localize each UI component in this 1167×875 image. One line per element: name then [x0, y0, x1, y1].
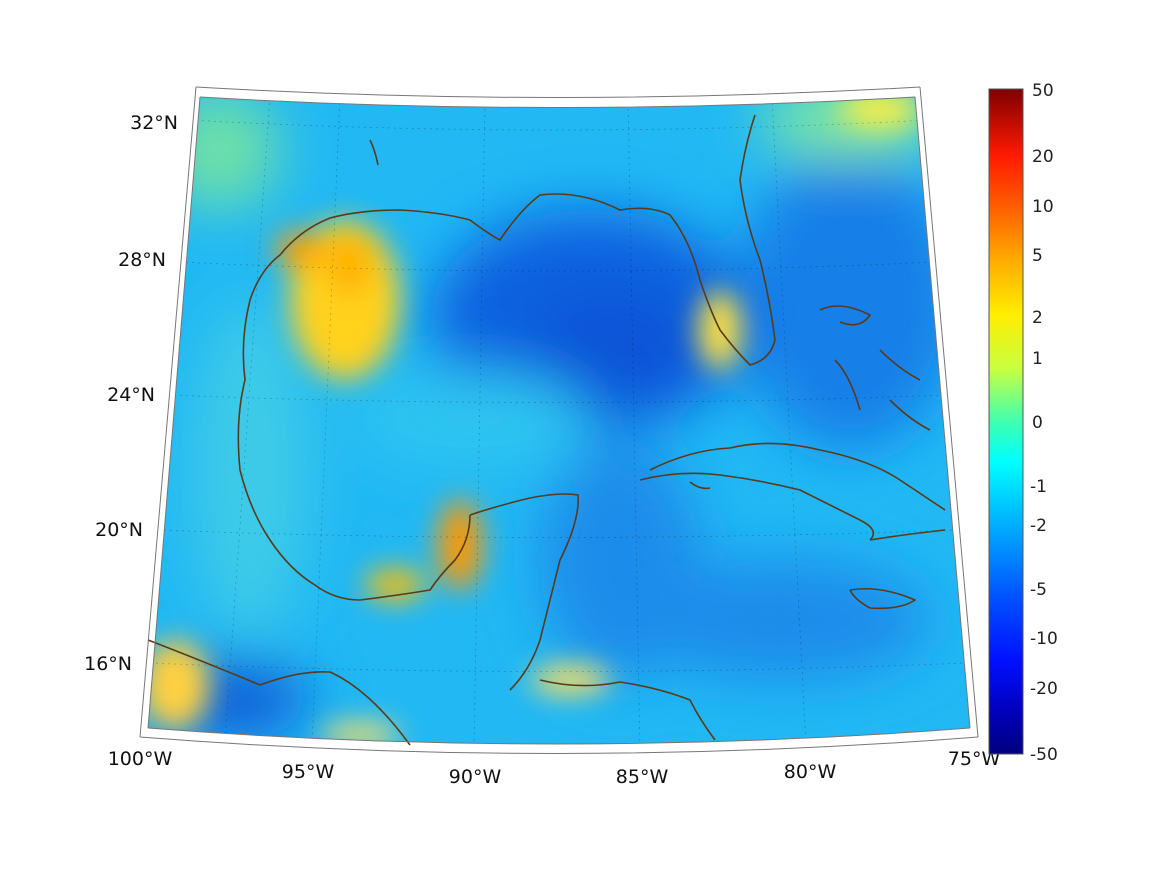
lat-tick-label: 32°N [130, 112, 178, 134]
colorbar: 50 20 10 5 2 1 0 -1 -2 -5 -10 -20 -50 [988, 81, 1058, 765]
lat-tick-label: 20°N [95, 519, 143, 541]
lon-tick-label: 75°W [948, 748, 1001, 770]
colorbar-tick-label: -2 [1030, 516, 1047, 536]
colorbar-tick-label: 50 [1032, 81, 1054, 101]
lon-tick-label: 95°W [282, 761, 335, 783]
colorbar-tick-label: 2 [1032, 308, 1043, 328]
lon-tick-label: 85°W [616, 766, 669, 788]
lon-tick-label: 80°W [784, 761, 837, 783]
colorbar-tick-label: -5 [1030, 580, 1047, 600]
colorbar-tick-label: -10 [1030, 629, 1058, 649]
colorbar-tick-label: 10 [1032, 197, 1054, 217]
coastline [147, 114, 946, 746]
lat-tick-label: 24°N [107, 384, 155, 406]
heatmap-field [148, 97, 970, 744]
graticule [149, 97, 966, 744]
colorbar-gradient [988, 88, 1024, 755]
colorbar-tick-label: 5 [1032, 246, 1043, 266]
colorbar-tick-label: -20 [1030, 679, 1058, 699]
colorbar-tick-label: 1 [1032, 349, 1043, 369]
lat-tick-label: 28°N [118, 249, 166, 271]
colorbar-tick-label: 20 [1032, 147, 1054, 167]
map-frame [139, 86, 979, 754]
lon-tick-label: 90°W [449, 766, 502, 788]
colorbar-tick-label: 0 [1032, 413, 1043, 433]
lon-tick-label: 100°W [108, 748, 173, 770]
lat-tick-labels: 32°N 28°N 24°N 20°N 16°N [84, 112, 178, 675]
lat-tick-label: 16°N [84, 653, 132, 675]
colorbar-tick-label: -1 [1030, 477, 1047, 497]
lon-tick-labels: 100°W 95°W 90°W 85°W 80°W 75°W [108, 748, 1001, 788]
colorbar-tick-label: -50 [1030, 745, 1058, 765]
